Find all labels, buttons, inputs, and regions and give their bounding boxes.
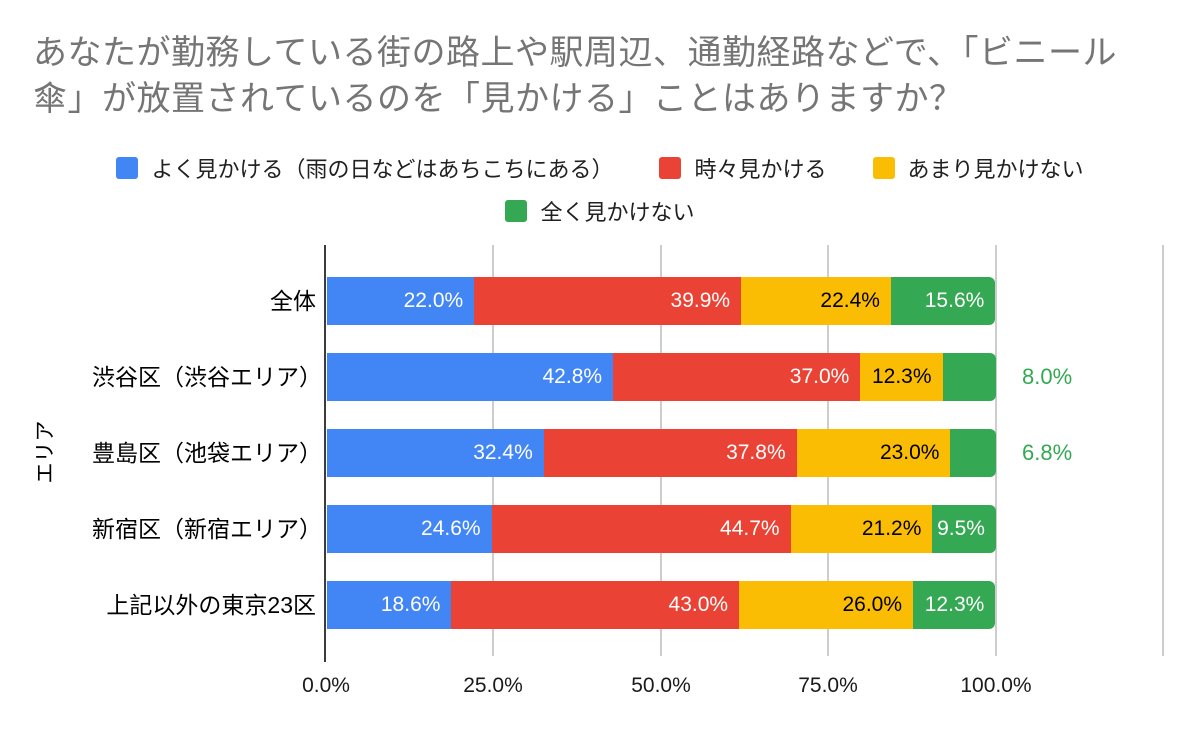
bar-value-label: 9.5% xyxy=(937,517,985,540)
legend-item-label: あまり見かけない xyxy=(907,157,1084,182)
legend-swatch-icon xyxy=(659,157,682,179)
bar-segment: 15.6% xyxy=(890,277,996,325)
legend: よく見かける（雨の日などはあちこちにある） 時々見かける あまり見かけない全く見かけ… xyxy=(0,152,1200,227)
x-axis-tick-label: 25.0% xyxy=(463,674,523,697)
legend-swatch-icon xyxy=(116,157,139,179)
bar-segment: 24.6% xyxy=(327,505,492,553)
bar-value-label: 42.8% xyxy=(542,365,603,388)
bar-value-label: 12.3% xyxy=(924,593,985,616)
y-axis-line xyxy=(324,245,326,662)
bar-segment: 18.6% xyxy=(327,581,452,629)
bar-value-label: 37.0% xyxy=(789,365,850,388)
category-label: 上記以外の東京23区 xyxy=(106,592,316,618)
legend-item: 全く見かけない xyxy=(505,195,695,227)
gridline xyxy=(1162,245,1164,656)
bar-value-label: 39.9% xyxy=(670,289,731,312)
bar-row: 32.4% 37.8% 23.0% xyxy=(327,429,996,477)
bar-segment xyxy=(950,429,996,477)
bar-segment: 22.4% xyxy=(741,277,891,325)
bar-value-label: 43.0% xyxy=(668,593,729,616)
bar-row: 24.6% 44.7% 21.2% 9.5% xyxy=(327,505,996,553)
bar-value-label: 24.6% xyxy=(421,517,481,540)
bar-segment: 12.3% xyxy=(860,353,943,401)
x-axis-tick-label: 50.0% xyxy=(631,674,691,697)
bar-segment: 37.8% xyxy=(543,429,797,477)
x-axis-tick-label: 100.0% xyxy=(960,674,1032,697)
category-label: 渋谷区（渋谷エリア） xyxy=(92,364,322,390)
bar-row: 18.6% 43.0% 26.0% 12.3% xyxy=(327,581,996,629)
legend-item-label: 全く見かけない xyxy=(540,200,695,225)
bar-segment: 26.0% xyxy=(739,581,914,629)
category-label: 新宿区（新宿エリア） xyxy=(92,516,322,542)
legend-swatch-icon xyxy=(872,157,895,179)
bar-row: 22.0% 39.9% 22.4% 15.6% xyxy=(327,277,996,325)
bar-segment: 44.7% xyxy=(491,505,791,553)
bar-value-label: 22.0% xyxy=(403,289,464,312)
bar-row: 42.8% 37.0% 12.3% xyxy=(327,353,996,401)
bar-value-label: 37.8% xyxy=(726,441,786,464)
bar-value-label: 21.2% xyxy=(861,517,922,540)
gridline xyxy=(995,245,997,656)
bar-value-label: 12.3% xyxy=(871,365,932,388)
bar-value-label: 22.4% xyxy=(820,289,880,312)
bar-segment: 21.2% xyxy=(790,505,933,553)
bar-segment: 39.9% xyxy=(474,277,742,325)
bar-segment: 32.4% xyxy=(327,429,544,477)
bar-segment: 12.3% xyxy=(913,581,996,629)
legend-swatch-icon xyxy=(505,200,528,222)
legend-item: 時々見かける xyxy=(659,152,827,184)
legend-row: よく見かける（雨の日などはあちこちにある） 時々見かける あまり見かけない xyxy=(116,152,1084,184)
y-axis-title: エリア xyxy=(34,420,57,484)
bar-segment: 9.5% xyxy=(932,505,996,553)
legend-item-label: よく見かける（雨の日などはあちこちにある） xyxy=(151,157,614,182)
legend-item: あまり見かけない xyxy=(872,152,1084,184)
x-axis-tick-label: 0.0% xyxy=(302,674,350,697)
bar-value-label: 18.6% xyxy=(380,593,441,616)
bar-value-label: 32.4% xyxy=(473,441,533,464)
bar-value-label: 15.6% xyxy=(924,289,985,312)
chart-title: あなたが勤務している街の路上や駅周辺、通勤経路などで、「ビニール傘」が放置されて… xyxy=(33,34,1117,119)
bar-segment: 37.0% xyxy=(613,353,861,401)
bar-value-label: 23.0% xyxy=(879,441,940,464)
legend-row: 全く見かけない xyxy=(505,195,695,227)
bar-segment: 23.0% xyxy=(796,429,951,477)
bar-segment: 22.0% xyxy=(327,277,475,325)
x-axis-tick-label: 75.0% xyxy=(798,674,858,697)
bar-segment xyxy=(942,353,996,401)
bar-segment: 43.0% xyxy=(451,581,740,629)
bar-value-label-outside: 8.0% xyxy=(1022,364,1073,389)
category-label: 豊島区（池袋エリア） xyxy=(92,440,322,466)
legend-item-label: 時々見かける xyxy=(694,157,827,182)
bar-segment: 42.8% xyxy=(327,353,614,401)
bar-value-label-outside: 6.8% xyxy=(1022,440,1073,465)
bar-value-label: 26.0% xyxy=(842,593,903,616)
category-label: 全体 xyxy=(270,288,316,314)
bar-value-label: 44.7% xyxy=(720,517,780,540)
legend-item: よく見かける（雨の日などはあちこちにある） xyxy=(116,152,613,184)
